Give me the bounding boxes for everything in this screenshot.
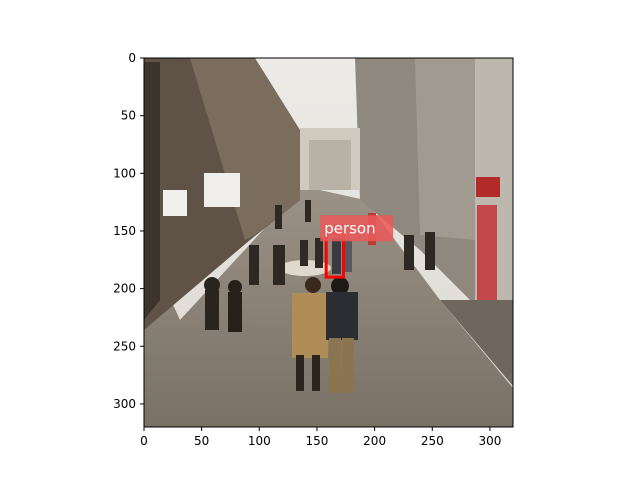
x-tick-label: 50 (194, 434, 209, 448)
x-tick-label: 300 (478, 434, 501, 448)
street-photo (144, 58, 513, 427)
detection-label-background (320, 215, 394, 242)
detection-label: person (324, 219, 375, 237)
y-tick-label: 50 (121, 109, 136, 123)
x-tick-label: 200 (363, 434, 386, 448)
x-tick-label: 0 (140, 434, 148, 448)
y-tick-label: 150 (113, 224, 136, 238)
x-axis: 0 50 100 150 200 250 300 (140, 427, 501, 448)
x-tick-label: 100 (248, 434, 271, 448)
detection-overlay: person (320, 215, 394, 279)
y-axis: 0 50 100 150 200 250 300 (113, 51, 144, 411)
y-tick-label: 250 (113, 339, 136, 353)
x-tick-label: 150 (306, 434, 329, 448)
axes-frame (143, 57, 514, 428)
y-tick-label: 0 (128, 51, 136, 65)
x-tick-label: 250 (421, 434, 444, 448)
y-tick-label: 200 (113, 282, 136, 296)
y-tick-label: 300 (113, 397, 136, 411)
y-tick-label: 100 (113, 166, 136, 180)
